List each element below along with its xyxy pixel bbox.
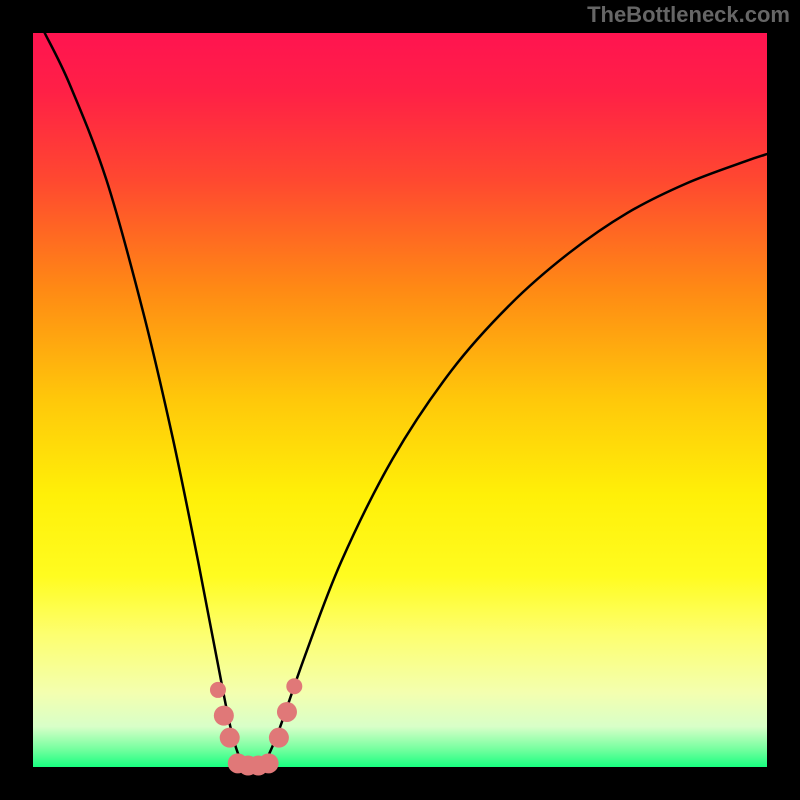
data-marker bbox=[277, 702, 297, 722]
data-marker bbox=[269, 728, 289, 748]
data-marker bbox=[214, 706, 234, 726]
chart-background bbox=[33, 33, 767, 767]
data-marker bbox=[259, 753, 279, 773]
watermark-text: TheBottleneck.com bbox=[587, 2, 790, 28]
data-marker bbox=[220, 728, 240, 748]
data-marker bbox=[286, 678, 302, 694]
data-marker bbox=[210, 682, 226, 698]
bottleneck-chart bbox=[0, 0, 800, 800]
